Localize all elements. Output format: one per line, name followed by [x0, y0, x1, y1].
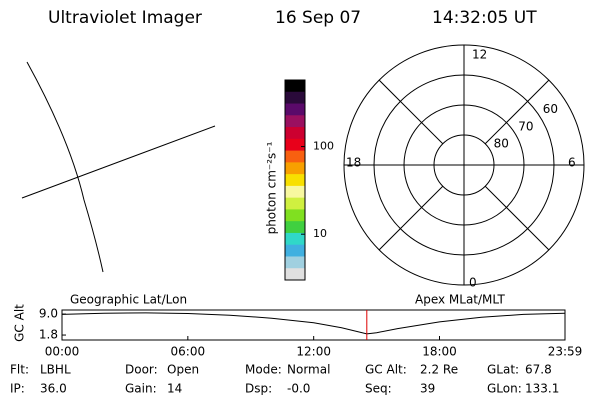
field-value: Open — [167, 363, 199, 377]
field-label: Flt: — [10, 363, 29, 377]
x-tick-label: 18:00 — [422, 345, 457, 359]
field-value: 133.1 — [525, 382, 559, 396]
geo-label: Geographic Lat/Lon — [70, 293, 187, 307]
colorbar-segment — [285, 256, 305, 269]
colorbar-segment — [285, 268, 305, 281]
x-tick-label: 12:00 — [296, 345, 331, 359]
field-label: Mode: — [245, 363, 282, 377]
colorbar-segment — [285, 232, 305, 246]
field-value: -0.0 — [287, 382, 310, 396]
colorbar-tick-label: 100 — [313, 140, 334, 153]
field-label: GLon: — [487, 382, 522, 396]
field-label: Door: — [125, 363, 158, 377]
colorbar-segment — [285, 80, 305, 93]
lat-label: 80 — [494, 136, 509, 150]
colorbar-segment — [285, 162, 305, 175]
colorbar-frame — [284, 79, 306, 281]
x-tick-label: 06:00 — [171, 345, 206, 359]
mlt-label: 0 — [469, 276, 477, 290]
lat-label: 70 — [518, 119, 533, 133]
colorbar-tick-label: 10 — [313, 227, 327, 240]
geo-line — [21, 125, 216, 199]
geo-line — [26, 61, 104, 273]
field-value: 67.8 — [525, 363, 552, 377]
orbit-frame — [61, 309, 566, 341]
colorbar-segment — [285, 197, 305, 210]
x-tick-label: 23:59 — [548, 345, 583, 359]
mlt-label: 6 — [568, 156, 576, 170]
field-value: 36.0 — [40, 382, 67, 396]
orbit-ylabel: GC Alt — [13, 304, 27, 342]
mlt-line — [484, 185, 550, 251]
y-tick-label: 1.8 — [39, 328, 58, 342]
colorbar-segment — [285, 244, 305, 257]
colorbar-segment — [285, 127, 305, 140]
field-label: Gain: — [125, 382, 157, 396]
colorbar-segment — [285, 150, 305, 163]
field-value: Normal — [287, 363, 330, 377]
field-label: GC Alt: — [365, 363, 407, 377]
y-tick-label: 9.0 — [39, 307, 58, 321]
altitude-line — [61, 312, 566, 335]
colorbar-segment — [285, 115, 305, 128]
title: Ultraviolet Imager — [48, 8, 202, 28]
colorbar-segment — [285, 174, 305, 187]
mlt-line — [378, 185, 444, 251]
colorbar-segment — [285, 103, 305, 116]
colorbar-segment — [285, 138, 305, 152]
colorbar-segment — [285, 209, 305, 222]
time: 14:32:05 UT — [432, 8, 537, 28]
field-label: IP: — [10, 382, 25, 396]
field-label: Seq: — [365, 382, 392, 396]
field-value: 2.2 Re — [420, 363, 458, 377]
field-label: GLat: — [487, 363, 519, 377]
mlt-label: 12 — [472, 48, 487, 62]
colorbar-segment — [285, 221, 305, 234]
polar-label: Apex MLat/MLT — [415, 293, 505, 307]
mlt-line — [378, 79, 444, 145]
mlt-line — [484, 79, 550, 145]
mlt-label: 18 — [346, 156, 361, 170]
lat-label: 60 — [543, 102, 558, 116]
date: 16 Sep 07 — [275, 8, 361, 28]
field-value: 39 — [420, 382, 435, 396]
field-label: Dsp: — [245, 382, 272, 396]
field-value: LBHL — [40, 363, 71, 377]
colorbar-segment — [285, 185, 305, 199]
x-tick-label: 00:00 — [45, 345, 80, 359]
field-value: 14 — [167, 382, 182, 396]
colorbar-label: photon cm⁻²s⁻¹ — [265, 141, 279, 234]
colorbar-segment — [285, 91, 305, 105]
